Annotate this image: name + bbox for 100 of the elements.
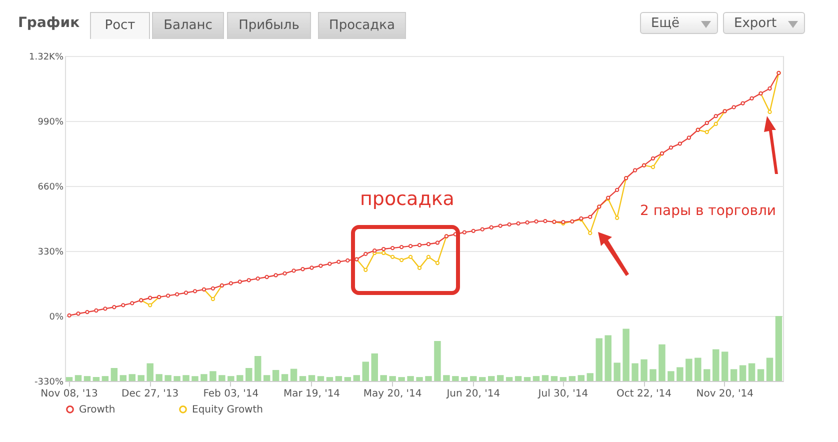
bar bbox=[146, 363, 154, 381]
bar bbox=[434, 341, 441, 381]
legend-label: Equity Growth bbox=[192, 404, 263, 416]
point bbox=[714, 122, 718, 126]
bar bbox=[290, 368, 298, 381]
bar bbox=[228, 376, 234, 381]
bar bbox=[398, 377, 405, 381]
bar bbox=[748, 363, 756, 381]
bar bbox=[596, 338, 602, 381]
point bbox=[408, 254, 413, 259]
bar bbox=[299, 376, 306, 381]
bar bbox=[686, 358, 692, 381]
point bbox=[390, 254, 395, 259]
bar bbox=[156, 374, 162, 381]
bar bbox=[721, 352, 728, 381]
bar bbox=[236, 375, 244, 381]
y-tick-label: 1.32K% bbox=[29, 52, 64, 62]
point bbox=[382, 250, 386, 256]
y-tick-label: 660% bbox=[38, 182, 64, 192]
bar bbox=[174, 376, 180, 381]
point bbox=[417, 266, 422, 270]
y-tick-label: 330% bbox=[38, 248, 64, 258]
annotation: просадка bbox=[360, 188, 454, 210]
point bbox=[615, 216, 620, 220]
bar bbox=[66, 377, 73, 381]
text: Рост bbox=[90, 12, 150, 39]
bar bbox=[200, 374, 208, 381]
bar bbox=[694, 358, 702, 381]
bar bbox=[344, 377, 352, 381]
bar bbox=[263, 375, 270, 381]
x-tick-label: Nov 20, '14 bbox=[696, 388, 754, 400]
bar bbox=[281, 374, 288, 381]
point bbox=[426, 254, 431, 259]
bar bbox=[192, 376, 198, 381]
text: Ещё bbox=[640, 12, 718, 34]
point bbox=[148, 303, 152, 308]
chart-title: График bbox=[18, 14, 80, 33]
bar bbox=[218, 375, 226, 381]
bar bbox=[254, 356, 262, 381]
point bbox=[650, 165, 656, 170]
point bbox=[399, 258, 404, 262]
bar bbox=[650, 369, 656, 381]
bar bbox=[353, 375, 360, 381]
x-tick-label: Jun 20, '14 bbox=[446, 388, 500, 400]
point bbox=[210, 296, 216, 302]
point bbox=[768, 110, 772, 114]
bar bbox=[704, 369, 710, 381]
bar bbox=[138, 375, 144, 381]
bar bbox=[506, 377, 513, 381]
bar bbox=[550, 376, 558, 381]
bar bbox=[568, 376, 576, 381]
bar bbox=[416, 377, 423, 381]
bar bbox=[730, 369, 738, 381]
x-tick-label: May 20, '14 bbox=[363, 388, 422, 400]
point bbox=[704, 130, 709, 134]
bar bbox=[712, 349, 720, 381]
bar bbox=[560, 377, 567, 381]
y-tick-label: 0% bbox=[49, 312, 64, 322]
bar bbox=[335, 376, 342, 381]
bar bbox=[425, 376, 432, 381]
bar bbox=[182, 375, 190, 381]
bar bbox=[461, 377, 468, 381]
bar bbox=[488, 376, 495, 381]
bar bbox=[164, 375, 172, 381]
x-tick-label: Dec 27, '13 bbox=[122, 388, 179, 400]
bar bbox=[632, 363, 638, 381]
bar bbox=[739, 365, 746, 381]
x-tick-label: Jul 30, '14 bbox=[537, 388, 588, 400]
bar bbox=[407, 376, 414, 381]
x-tick-label: Oct 22, '14 bbox=[616, 388, 672, 400]
bar bbox=[128, 374, 136, 381]
y-tick-label: -330% bbox=[34, 378, 64, 388]
bar bbox=[362, 362, 369, 381]
bar bbox=[479, 377, 486, 381]
bar bbox=[120, 375, 127, 381]
text: Export bbox=[723, 12, 805, 34]
text: Просадка bbox=[318, 12, 406, 39]
bar bbox=[246, 368, 252, 381]
point bbox=[364, 268, 368, 272]
legend-label: Growth bbox=[79, 404, 116, 416]
bar bbox=[317, 376, 324, 381]
annotation: 2 пары в торговли bbox=[640, 203, 776, 219]
bar bbox=[775, 316, 782, 381]
bar bbox=[514, 376, 522, 381]
bar bbox=[757, 369, 764, 381]
bar bbox=[668, 371, 674, 381]
point bbox=[588, 231, 592, 236]
bar bbox=[74, 375, 82, 381]
bar bbox=[102, 376, 109, 381]
bar bbox=[470, 376, 477, 381]
bar bbox=[110, 368, 118, 381]
y-tick-label: 990% bbox=[38, 118, 64, 128]
bar bbox=[371, 353, 378, 381]
bar bbox=[658, 344, 666, 381]
bar bbox=[532, 376, 540, 381]
bar bbox=[676, 367, 684, 381]
bar bbox=[443, 375, 450, 381]
bar bbox=[640, 359, 648, 381]
bar bbox=[272, 370, 280, 381]
x-tick-label: Feb 03, '14 bbox=[203, 388, 259, 400]
